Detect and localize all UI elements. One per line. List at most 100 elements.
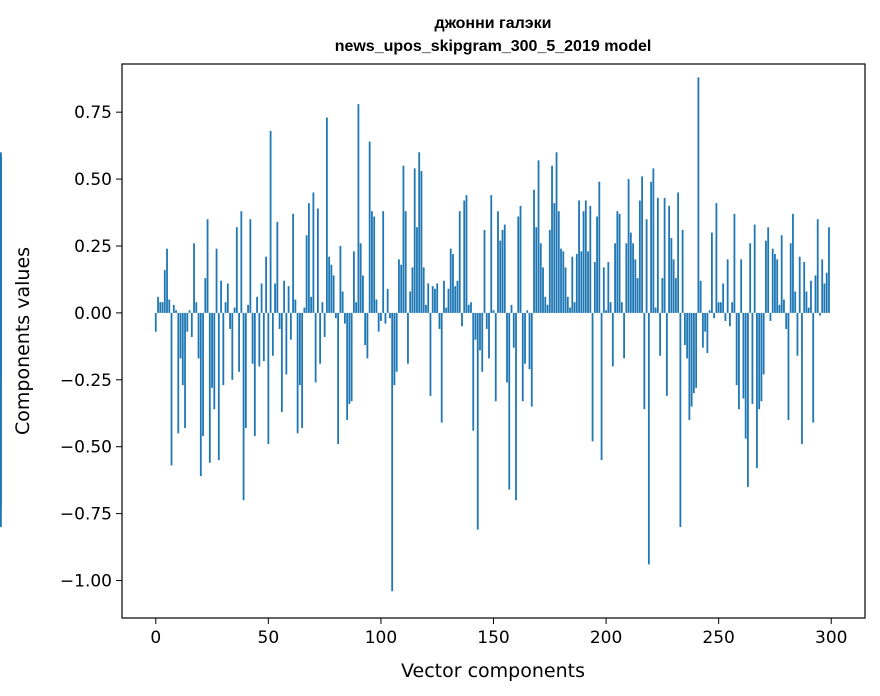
bar — [226, 283, 229, 313]
bar — [319, 312, 322, 364]
bar — [179, 312, 182, 359]
bar — [598, 181, 601, 313]
bar — [778, 304, 781, 313]
bar — [490, 195, 493, 313]
bar — [717, 302, 720, 313]
y-tick-label: −0.50 — [60, 438, 112, 458]
bar — [253, 312, 256, 437]
bar — [184, 312, 186, 428]
bar — [325, 117, 328, 313]
bar — [393, 312, 396, 386]
bar — [823, 283, 826, 313]
x-tick-label: 0 — [150, 628, 161, 648]
bar — [720, 302, 722, 313]
bar — [265, 256, 267, 313]
bar — [431, 286, 434, 313]
bar — [407, 312, 409, 364]
bar — [715, 203, 718, 313]
bar — [544, 296, 547, 313]
bar — [614, 243, 616, 313]
bar — [463, 200, 466, 313]
bar — [765, 240, 767, 313]
bar — [814, 275, 817, 313]
bar — [783, 299, 785, 313]
y-axis-label: Components values — [12, 247, 34, 435]
bar — [456, 280, 459, 313]
bar — [355, 302, 358, 313]
bar — [650, 181, 653, 313]
bar — [740, 259, 743, 313]
bar — [708, 310, 711, 313]
bar — [330, 264, 333, 313]
bar — [461, 312, 463, 327]
bar — [699, 280, 702, 313]
bar — [425, 304, 427, 313]
bar — [611, 312, 614, 367]
bar — [445, 307, 448, 313]
bar — [391, 312, 394, 592]
bar — [729, 312, 731, 327]
bar — [485, 312, 488, 329]
bar — [510, 304, 513, 313]
bar — [539, 243, 542, 313]
bar — [492, 310, 495, 313]
bar — [704, 312, 707, 332]
bar — [202, 312, 204, 437]
bar — [168, 299, 171, 313]
bar — [722, 283, 725, 313]
bar — [339, 245, 342, 313]
bar — [785, 312, 788, 329]
bar — [258, 312, 261, 367]
bar — [208, 312, 211, 463]
bar — [589, 205, 592, 313]
bar — [231, 312, 234, 380]
bar — [470, 302, 472, 313]
bar — [677, 192, 680, 313]
bar — [512, 312, 515, 348]
bar — [294, 299, 297, 313]
bar — [638, 200, 641, 313]
y-tick-label: −1.00 — [60, 572, 112, 592]
bar — [816, 219, 819, 313]
bar — [274, 283, 276, 313]
bar — [332, 275, 335, 313]
bar — [530, 312, 533, 407]
bar — [697, 77, 700, 313]
bar — [711, 232, 713, 313]
bar — [278, 312, 281, 329]
bar — [706, 312, 709, 354]
bar — [276, 221, 279, 313]
bar — [780, 235, 783, 313]
bar — [443, 280, 445, 313]
bar — [503, 224, 506, 313]
bar — [476, 312, 479, 530]
bar — [812, 312, 815, 423]
bar — [240, 211, 243, 313]
bar — [287, 286, 290, 313]
bar — [440, 312, 443, 423]
bar — [575, 254, 578, 313]
bar — [402, 165, 405, 313]
bar — [229, 312, 231, 329]
bar — [296, 312, 299, 434]
bar — [235, 227, 238, 313]
x-tick-label: 100 — [365, 628, 397, 648]
y-tick-label: 0.75 — [74, 103, 112, 123]
bar — [364, 312, 367, 346]
bar — [454, 286, 457, 313]
bar — [483, 229, 486, 313]
bar — [735, 312, 738, 386]
bar — [233, 307, 236, 313]
bar — [222, 312, 225, 386]
bar — [350, 312, 353, 402]
bar — [701, 312, 704, 348]
bar — [262, 312, 265, 362]
bar — [753, 224, 756, 313]
bar — [776, 259, 779, 313]
bar — [427, 283, 430, 313]
bar — [526, 310, 529, 313]
bar — [555, 152, 558, 313]
chart-subtitle: news_upos_skipgram_300_5_2019 model — [335, 38, 652, 55]
bar — [515, 312, 517, 501]
